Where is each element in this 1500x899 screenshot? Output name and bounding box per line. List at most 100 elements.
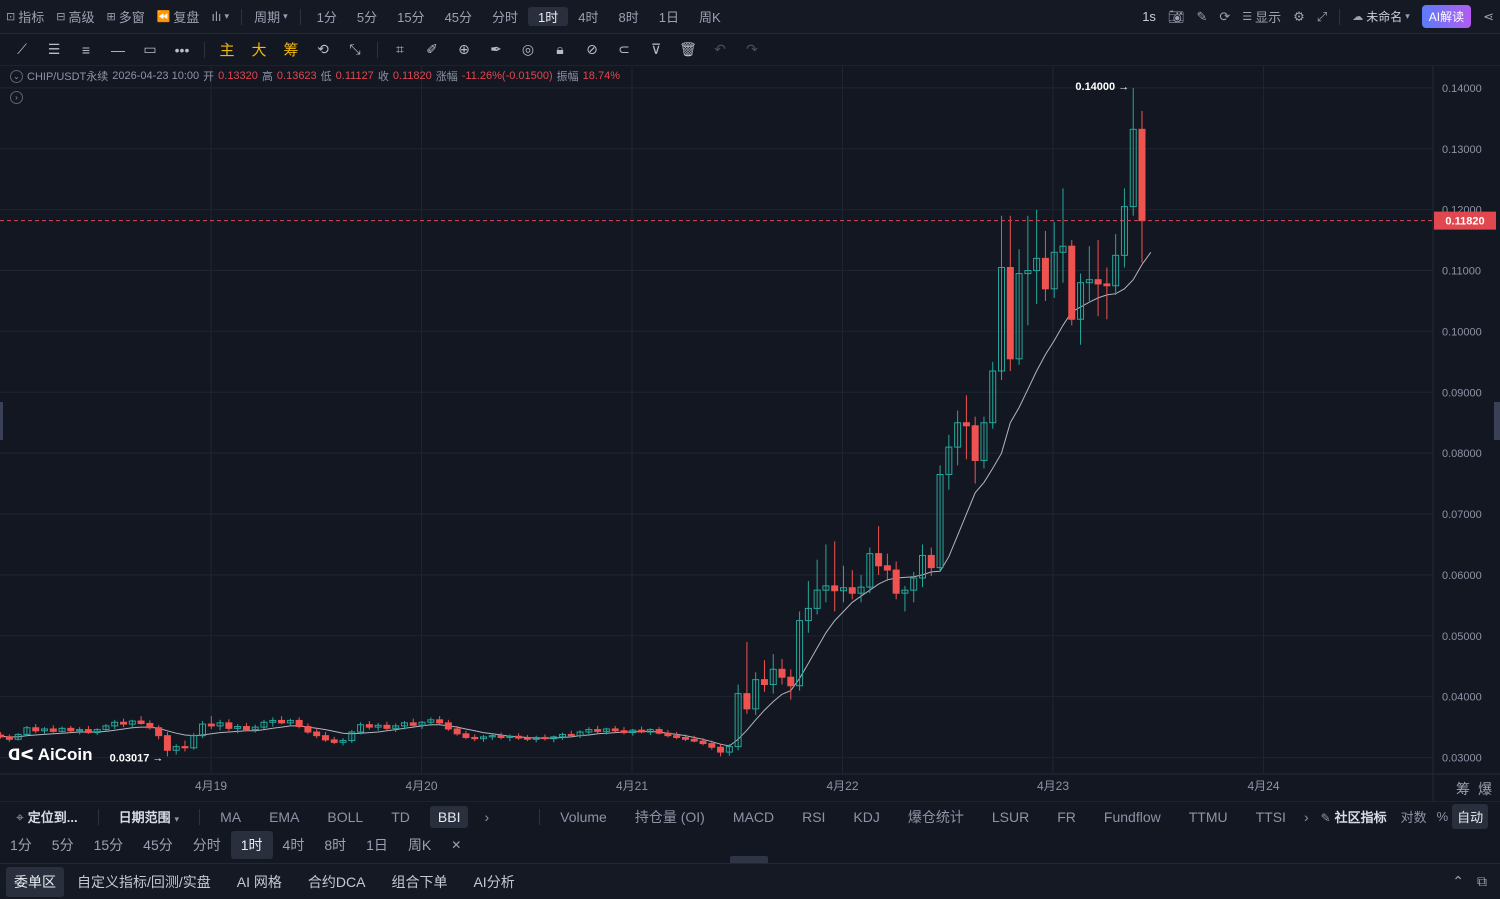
timeframe-tab-4[interactable]: 分时 bbox=[492, 10, 519, 25]
bottom-tab-3[interactable]: 合约DCA bbox=[307, 873, 366, 890]
bottom-timeframe-tab-7[interactable]: 8时 bbox=[324, 837, 347, 853]
fullscreen-button[interactable]: ⤢ bbox=[1311, 0, 1333, 33]
bottom-timeframe-tab-6[interactable]: 4时 bbox=[282, 837, 305, 853]
share-button[interactable]: ⋖ bbox=[1477, 0, 1500, 33]
chart-type-button[interactable]: ılı ▾ bbox=[205, 0, 235, 33]
sub-indicator-tab-6[interactable]: LSUR bbox=[991, 808, 1030, 825]
candlestick-chart[interactable]: 0.140000.130000.120000.110000.100000.090… bbox=[0, 66, 1500, 801]
edit-button[interactable]: ✎ bbox=[1190, 0, 1213, 33]
sub-indicator-tab-10[interactable]: TTSI bbox=[1255, 808, 1286, 825]
sub-indicators-next[interactable]: › bbox=[1300, 809, 1313, 825]
delete-tool[interactable]: 🗑︎ bbox=[672, 36, 704, 64]
visibility-tool[interactable]: ◎ bbox=[512, 36, 544, 64]
timeframe-tab-3[interactable]: 45分 bbox=[444, 10, 473, 25]
horizontal-line-tool[interactable]: — bbox=[102, 36, 134, 64]
sub-indicator-tab-1[interactable]: 持仓量 (OI) bbox=[634, 808, 705, 825]
layout-dropdown[interactable]: ☁ 未命名 ▾ bbox=[1352, 10, 1410, 24]
timeframe-tab-7[interactable]: 8时 bbox=[618, 10, 639, 25]
main-indicator-tab-2[interactable]: BOLL bbox=[327, 808, 364, 825]
panel-resize-handle[interactable] bbox=[730, 856, 768, 863]
bottom-tab-0[interactable]: 委单区 bbox=[6, 866, 64, 897]
sub-indicator-tab-9[interactable]: TTMU bbox=[1188, 808, 1228, 825]
timeframe-tab-8[interactable]: 1日 bbox=[658, 10, 679, 25]
big-order-toggle[interactable]: 大 bbox=[251, 42, 267, 59]
multiwindow-button[interactable]: ⊞ 多窗 bbox=[106, 10, 145, 25]
bottom-timeframe-tab-4[interactable]: 分时 bbox=[192, 837, 221, 853]
sub-indicator-tab-2[interactable]: MACD bbox=[732, 808, 775, 825]
undo-button[interactable]: ↶ bbox=[704, 36, 736, 64]
collapse-icon[interactable]: ⌄ bbox=[10, 69, 23, 83]
ai-interpret-button[interactable]: AI解读 bbox=[1416, 0, 1477, 33]
sub-indicator-tab-5[interactable]: 爆仓统计 bbox=[907, 808, 964, 825]
replay-button[interactable]: ⏪ 复盘 bbox=[156, 10, 200, 25]
ruler-tool[interactable]: ✐ bbox=[416, 36, 448, 64]
x-tick-label: 4月23 bbox=[1037, 779, 1069, 793]
main-indicator-tab-3[interactable]: TD bbox=[391, 808, 410, 825]
zoom-tool[interactable]: ⊕ bbox=[448, 36, 480, 64]
bottom-tab-2[interactable]: AI 网格 bbox=[236, 873, 282, 890]
main-indicator-tab-1[interactable]: EMA bbox=[269, 808, 300, 825]
bottom-tab-4[interactable]: 组合下单 bbox=[391, 873, 448, 890]
percent-scale-toggle[interactable]: % bbox=[1436, 809, 1449, 824]
sub-indicator-tab-8[interactable]: Fundflow bbox=[1103, 808, 1161, 825]
filter-tool[interactable]: ⊽ bbox=[640, 36, 672, 64]
date-range-dropdown[interactable]: 日期范围 ▾ bbox=[118, 810, 180, 825]
community-indicators-button[interactable]: ✎ 社区指标 bbox=[1320, 810, 1387, 825]
timeframe-tab-2[interactable]: 15分 bbox=[397, 10, 425, 25]
horizontal-lines-tool[interactable]: ≡ bbox=[70, 36, 102, 64]
timeframe-tab-9[interactable]: 周K bbox=[698, 10, 721, 25]
advanced-button[interactable]: ⊟ 高级 bbox=[56, 10, 95, 25]
auto-scale-toggle[interactable]: 自动 bbox=[1452, 804, 1489, 829]
camera-button[interactable]: 📷︎ bbox=[1162, 0, 1191, 33]
locate-button[interactable]: ⌖ 定位到... bbox=[16, 809, 78, 825]
bottom-tab-1[interactable]: 自定义指标/回测/实盘 bbox=[77, 873, 211, 890]
main-indicators-next[interactable]: › bbox=[474, 809, 499, 825]
timeframe-tab-1[interactable]: 5分 bbox=[356, 10, 378, 25]
log-scale-toggle[interactable]: 对数 bbox=[1400, 810, 1427, 825]
more-tools[interactable]: ••• bbox=[166, 36, 198, 64]
close-timeframe-bar-button[interactable]: ✕ bbox=[441, 838, 471, 852]
brush-tool[interactable]: ✒ bbox=[480, 36, 512, 64]
sub-indicator-tab-0[interactable]: Volume bbox=[560, 808, 607, 825]
magnet-tool[interactable]: ⊂ bbox=[608, 36, 640, 64]
crop-tool[interactable]: ⌗ bbox=[384, 36, 416, 64]
bottom-timeframe-tab-0[interactable]: 1分 bbox=[10, 837, 32, 853]
timeframe-tab-5[interactable]: 1时 bbox=[528, 7, 569, 26]
sub-indicator-tab-7[interactable]: FR bbox=[1057, 808, 1076, 825]
bottom-timeframe-tab-9[interactable]: 周K bbox=[407, 837, 432, 853]
sub-indicator-tab-3[interactable]: RSI bbox=[802, 808, 826, 825]
display-button[interactable]: ☰ 显示 bbox=[1242, 10, 1282, 25]
chips-side-toggle[interactable]: 筹 bbox=[1456, 781, 1470, 797]
main-indicator-tab-4[interactable]: BBI bbox=[429, 805, 469, 828]
trendline-tool[interactable]: ⟋ bbox=[6, 36, 38, 64]
bottom-timeframe-tab-5[interactable]: 1时 bbox=[230, 831, 273, 859]
main-indicator-tab-0[interactable]: MA bbox=[220, 808, 242, 825]
liquidation-side-toggle[interactable]: 爆 bbox=[1478, 781, 1492, 797]
sub-indicator-tab-4[interactable]: KDJ bbox=[853, 808, 880, 825]
popout-panel-button[interactable]: ⧉ bbox=[1477, 873, 1500, 890]
chips-toggle[interactable]: 筹 bbox=[283, 42, 299, 59]
bottom-timeframe-tab-8[interactable]: 1日 bbox=[366, 837, 388, 853]
timeframe-tab-0[interactable]: 1分 bbox=[316, 10, 337, 25]
bottom-timeframe-tab-2[interactable]: 15分 bbox=[93, 837, 124, 853]
parallel-channel-tool[interactable]: ☰ bbox=[38, 36, 70, 64]
rectangle-tool[interactable]: ▭ bbox=[134, 36, 166, 64]
collapse-panel-button[interactable]: ⌃ bbox=[1439, 873, 1477, 890]
bottom-timeframe-tab-1[interactable]: 5分 bbox=[51, 837, 74, 853]
speed-button[interactable]: 1s bbox=[1142, 9, 1156, 24]
hide-tool[interactable]: ⊘ bbox=[576, 36, 608, 64]
indicators-button[interactable]: ⊡ 指标 bbox=[6, 10, 45, 25]
timeframe-tab-6[interactable]: 4时 bbox=[578, 10, 599, 25]
alert-button[interactable]: ⟳ bbox=[1213, 0, 1236, 33]
redo-button[interactable]: ↷ bbox=[736, 36, 768, 64]
expand-legend-button[interactable]: › bbox=[10, 88, 23, 104]
settings-button[interactable]: ⚙ bbox=[1287, 0, 1311, 33]
bottom-timeframe-tab-3[interactable]: 45分 bbox=[143, 837, 173, 853]
measure-tool[interactable]: ⤡ bbox=[339, 36, 371, 64]
sync-tool[interactable]: ⟲ bbox=[307, 36, 339, 64]
bottom-tab-5[interactable]: AI分析 bbox=[473, 873, 515, 890]
lock-tool[interactable]: 🔒︎ bbox=[544, 36, 576, 64]
main-chart-toggle[interactable]: 主 bbox=[219, 42, 235, 59]
period-dropdown[interactable]: 周期 ▾ bbox=[254, 10, 288, 25]
chart-area[interactable]: 0.14000 0.13000 0.12000 0.11000 0.10000 0.090… bbox=[0, 66, 1500, 801]
